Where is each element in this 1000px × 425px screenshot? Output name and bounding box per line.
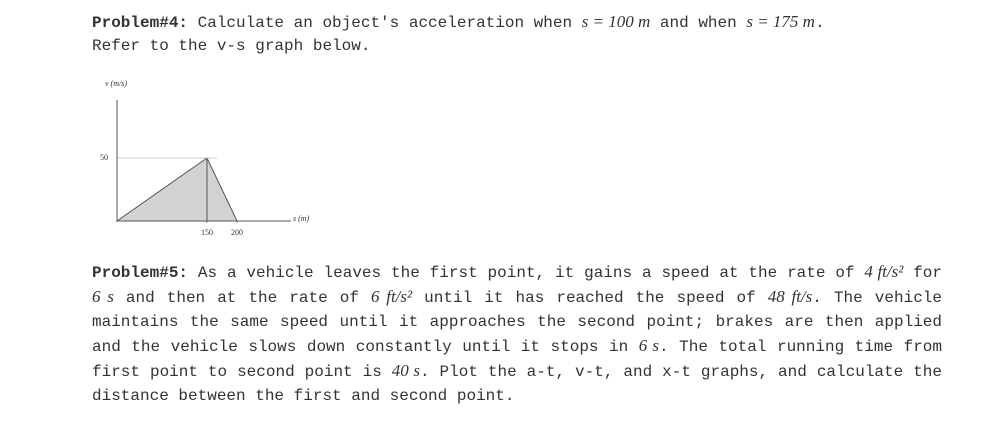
math: 40 s bbox=[391, 361, 420, 380]
y-tick-label: 50 bbox=[100, 153, 108, 162]
x-tick-label: 200 bbox=[231, 228, 243, 237]
text: and when bbox=[650, 14, 747, 32]
text: As a vehicle leaves the first point, it … bbox=[188, 264, 865, 282]
x-axis-label: s (m) bbox=[293, 214, 310, 223]
problem-5: Problem#5: As a vehicle leaves the first… bbox=[92, 260, 942, 408]
x-tick-label: 150 bbox=[201, 228, 213, 237]
problem-4: Problem#4: Calculate an object's acceler… bbox=[92, 10, 942, 35]
text: . bbox=[814, 14, 825, 32]
math: 4 ft/s² bbox=[864, 262, 904, 281]
text: until it has reached the speed of bbox=[412, 289, 768, 307]
text: . Plot the a-t, v-t, and x-t graphs, and… bbox=[92, 363, 952, 405]
label: Problem#4: bbox=[92, 14, 189, 32]
figure: 50 150 200 v (m/s) s (m) bbox=[100, 80, 310, 237]
text: for bbox=[903, 264, 952, 282]
area bbox=[115, 157, 238, 222]
text: Calculate an object's acceleration when bbox=[188, 14, 582, 32]
math: 6 s bbox=[92, 287, 114, 306]
math: 48 ft/s bbox=[767, 287, 813, 306]
text: . The total running time from first poin… bbox=[92, 338, 952, 381]
problem-4-line: Refer to the v-s graph below. bbox=[92, 37, 371, 55]
math: 6 ft/s² bbox=[371, 287, 413, 306]
text: . The vehicle maintains the same speed u… bbox=[92, 289, 952, 356]
math: s = 100 m bbox=[581, 12, 651, 31]
y-axis-label: v (m/s) bbox=[105, 80, 127, 88]
math: 6 s bbox=[638, 336, 660, 355]
math: s = 175 m bbox=[746, 12, 815, 31]
text: and then at the rate of bbox=[113, 289, 372, 307]
label: Problem#5: bbox=[92, 264, 189, 282]
